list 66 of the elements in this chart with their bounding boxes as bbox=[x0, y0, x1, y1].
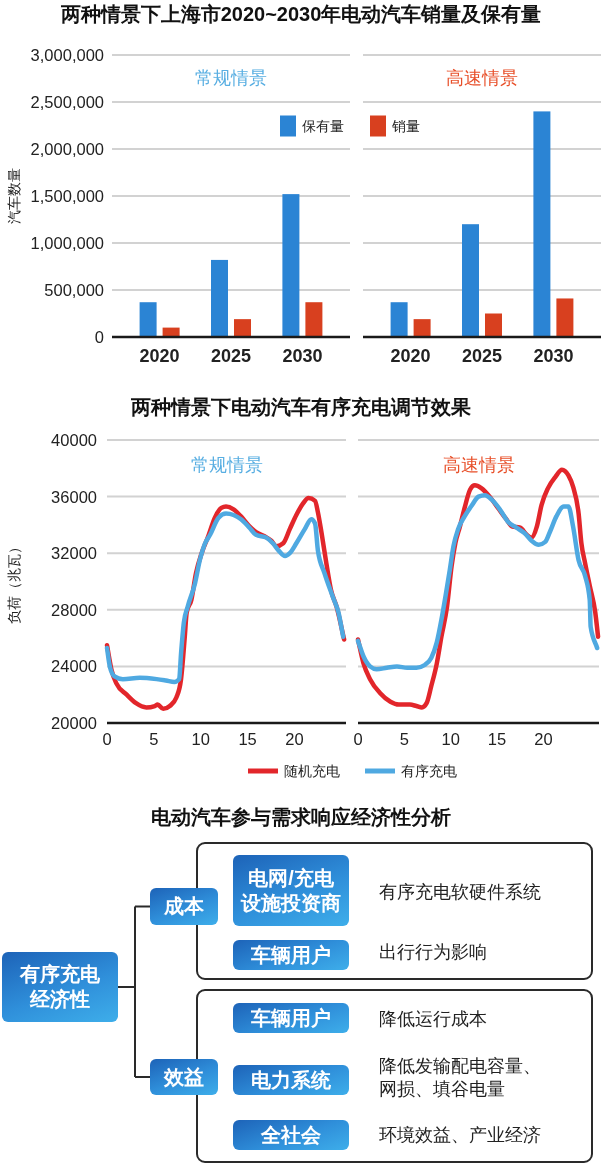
x-tick-label: 2030 bbox=[533, 346, 574, 366]
text: 电网/充电设施投资商 bbox=[240, 865, 342, 916]
y-axis-title: 汽车数量 bbox=[6, 168, 22, 224]
y-tick-label: 2,500,000 bbox=[30, 93, 104, 111]
y-tick-label: 1,000,000 bbox=[30, 234, 104, 252]
y-tick-label: 28000 bbox=[51, 600, 97, 619]
bar bbox=[485, 313, 502, 337]
text: 效益 bbox=[164, 1064, 204, 1090]
bar bbox=[390, 302, 408, 337]
x-tick-label: 5 bbox=[149, 730, 159, 748]
legend-label: 销量 bbox=[391, 118, 420, 134]
text: 高速情景 bbox=[442, 455, 515, 475]
y-tick-label: 500,000 bbox=[44, 281, 104, 299]
y-tick-label: 36000 bbox=[51, 487, 97, 506]
x-tick-label: 2025 bbox=[210, 346, 252, 366]
line-series bbox=[104, 511, 346, 685]
text: 降低运行成本 bbox=[379, 1007, 487, 1031]
text: 车辆用户 bbox=[251, 942, 331, 968]
x-tick-label: 10 bbox=[191, 730, 210, 748]
text: 电动汽车参与需求响应经济性分析 bbox=[150, 805, 452, 830]
text: 出行行为影响 bbox=[379, 940, 487, 964]
x-tick-label: 0 bbox=[353, 730, 363, 748]
bar bbox=[211, 259, 228, 337]
text: 车辆用户 bbox=[251, 1005, 331, 1031]
y-tick-label: 32000 bbox=[51, 544, 97, 563]
text: 环境效益、产业经济 bbox=[379, 1123, 541, 1147]
x-tick-label: 5 bbox=[399, 730, 409, 748]
bar bbox=[305, 302, 323, 337]
x-tick-label: 15 bbox=[487, 730, 507, 748]
bar bbox=[462, 224, 479, 337]
y-tick-label: 3,000,000 bbox=[30, 46, 104, 64]
chart-title: 两种情景下上海市2020~2030年电动汽车销量及保有量 bbox=[59, 3, 542, 25]
bar bbox=[139, 302, 157, 337]
x-tick-label: 2020 bbox=[139, 346, 180, 366]
text: 有序充电软硬件系统 bbox=[379, 880, 541, 904]
bar bbox=[556, 298, 574, 337]
y-axis-title: 负荷（兆瓦） bbox=[6, 539, 22, 624]
legend-label: 随机充电 bbox=[284, 763, 340, 779]
y-tick-label: 20000 bbox=[51, 714, 97, 732]
y-tick-label: 40000 bbox=[51, 431, 97, 449]
x-tick-label: 20 bbox=[285, 730, 304, 748]
text: 有序充电经济性 bbox=[19, 962, 101, 1012]
x-tick-label: 2025 bbox=[461, 346, 503, 366]
x-tick-label: 10 bbox=[441, 730, 460, 748]
legend-label: 有序充电 bbox=[401, 763, 457, 779]
x-tick-label: 2030 bbox=[282, 346, 323, 366]
x-tick-label: 2020 bbox=[390, 346, 431, 366]
bar bbox=[533, 111, 551, 337]
text: 常规情景 bbox=[190, 455, 263, 475]
text: 电力系统 bbox=[251, 1067, 331, 1093]
bar bbox=[413, 319, 431, 337]
text: 全社会 bbox=[261, 1122, 321, 1148]
x-tick-label: 15 bbox=[238, 730, 257, 748]
y-tick-label: 24000 bbox=[51, 657, 97, 676]
chart-title: 两种情景下电动汽车有序充电调节效果 bbox=[130, 396, 472, 418]
y-tick-label: 0 bbox=[94, 328, 104, 346]
x-tick-label: 20 bbox=[534, 730, 553, 748]
legend-label: 保有量 bbox=[302, 118, 344, 134]
y-tick-label: 2,000,000 bbox=[30, 140, 104, 158]
text: 高速情景 bbox=[446, 68, 518, 88]
bar bbox=[282, 194, 300, 337]
y-tick-label: 1,500,000 bbox=[30, 187, 104, 205]
text: 成本 bbox=[164, 894, 204, 919]
bar bbox=[234, 319, 251, 337]
text: 降低发输配电容量、网损、填谷电量 bbox=[379, 1055, 542, 1101]
text: 常规情景 bbox=[195, 68, 267, 88]
